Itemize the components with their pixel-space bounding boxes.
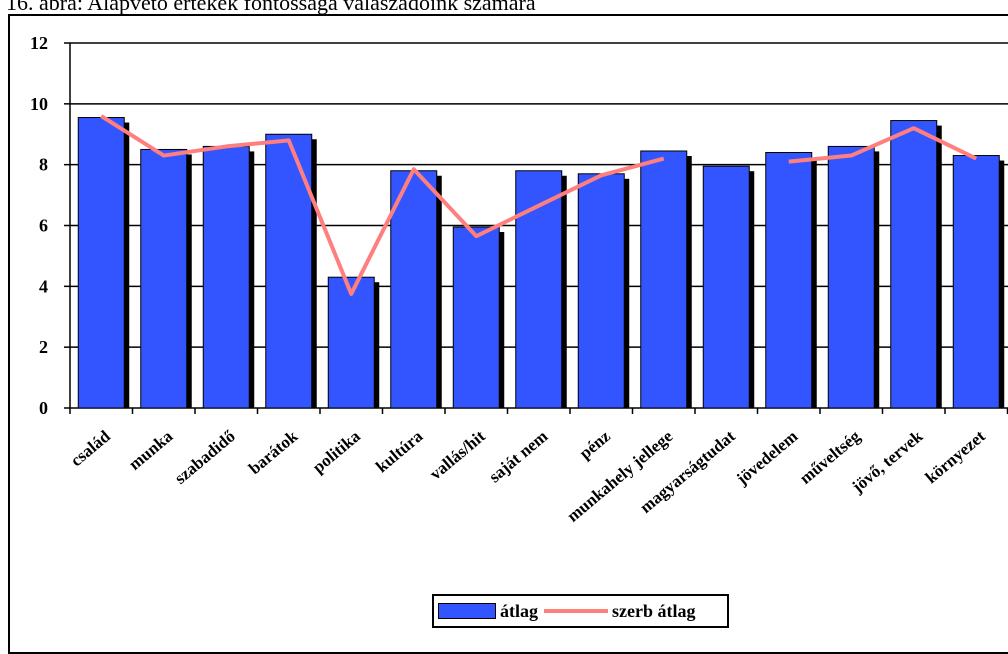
bar — [765, 152, 813, 409]
bar — [515, 170, 563, 409]
legend-swatch-atlag — [438, 603, 496, 619]
bar — [702, 165, 750, 409]
series-line-szerb-atlag — [788, 126, 978, 164]
y-tick-label: 6 — [39, 216, 48, 236]
bar — [77, 117, 125, 409]
category-label: szabadidő — [171, 426, 239, 488]
legend-swatch-szerb-atlag — [544, 609, 608, 613]
category-label: politika — [309, 426, 364, 477]
bar — [890, 120, 938, 409]
category-label: pénz — [576, 426, 615, 463]
chart-caption: 16. ábra: Alapvető értékek fontossága vá… — [6, 0, 536, 15]
legend-label-szerb-atlag: szerb átlag — [612, 600, 696, 621]
category-label: környezet — [922, 426, 989, 487]
y-tick-label: 4 — [39, 276, 48, 296]
bar — [577, 173, 625, 409]
legend: átlag szerb átlag — [432, 594, 729, 628]
y-tick-label: 8 — [39, 155, 48, 175]
y-tick-label: 10 — [30, 94, 48, 114]
category-label: barátok — [245, 426, 302, 478]
bar — [827, 145, 875, 409]
bar — [952, 155, 1000, 409]
legend-label-atlag: átlag — [500, 600, 538, 621]
category-label: jövedelem — [732, 427, 801, 490]
category-label: munkahely jellege — [563, 426, 676, 526]
category-label: kultúra — [372, 426, 427, 476]
y-tick-label: 12 — [30, 33, 48, 53]
series-line-szerb-atlag — [100, 114, 665, 296]
category-label: saját nem — [485, 427, 551, 487]
y-tick-label: 0 — [39, 398, 48, 418]
bar — [640, 150, 688, 409]
bar — [452, 226, 500, 409]
category-label: család — [67, 426, 114, 470]
category-label: munka — [125, 426, 177, 474]
y-tick-label: 2 — [39, 337, 48, 357]
bar — [390, 170, 438, 409]
bar — [140, 148, 188, 409]
bar — [327, 276, 375, 409]
category-label: vallás/hit — [426, 426, 489, 483]
bar — [202, 145, 250, 409]
